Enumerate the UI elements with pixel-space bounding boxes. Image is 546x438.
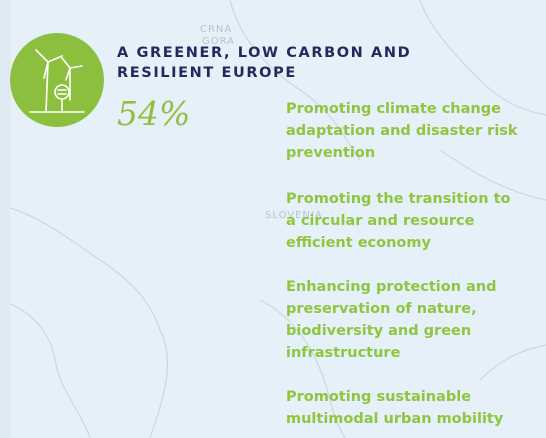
title: RESILIENT EUROPE xyxy=(117,65,297,81)
left-edge xyxy=(0,0,10,438)
item-line: Promoting sustainable xyxy=(286,389,471,405)
item-line: preservation of nature, xyxy=(286,301,477,317)
item-line: prevention xyxy=(286,145,375,161)
icon-circle xyxy=(10,33,104,127)
map-label: SLOVENIA xyxy=(265,210,323,221)
items: Promoting climate change adaptation and d… xyxy=(286,101,518,427)
item-line: infrastructure xyxy=(286,345,401,361)
item-line: multimodal urban mobility xyxy=(286,411,504,427)
share: 54% xyxy=(117,94,190,133)
item-line: a circular and resource xyxy=(286,213,475,229)
icon xyxy=(10,33,104,127)
map-label: CRNA xyxy=(200,24,232,35)
item-line: Promoting climate change xyxy=(286,101,501,117)
item-line: Enhancing protection and xyxy=(286,279,497,295)
item-line: efficient economy xyxy=(286,235,431,251)
item-line: biodiversity and green xyxy=(286,323,471,339)
title: A GREENER, LOW CARBON AND xyxy=(117,45,411,61)
item-line: Promoting the transition to xyxy=(286,191,511,207)
map-label: GORA xyxy=(202,36,235,47)
item-line: adaptation and disaster risk xyxy=(286,123,518,139)
